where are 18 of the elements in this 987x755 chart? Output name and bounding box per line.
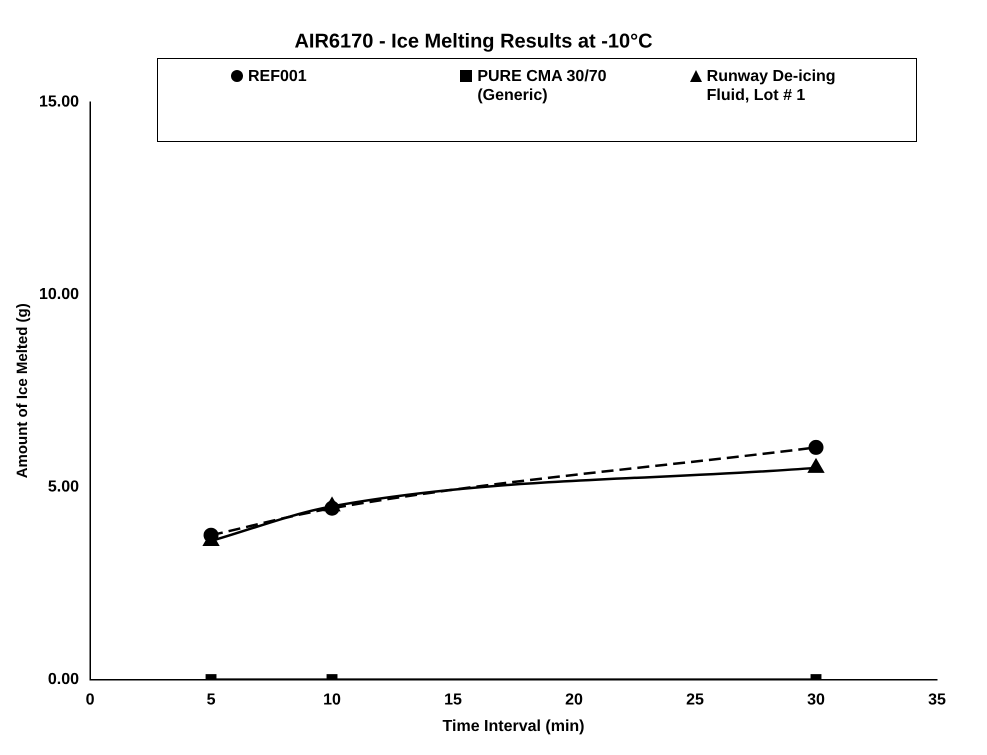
y-tick-label: 15.00 <box>38 93 80 110</box>
x-tick-label: 25 <box>686 692 704 709</box>
legend-label: PURE CMA 30/70 (Generic) <box>477 67 608 105</box>
x-tick-label: 35 <box>928 692 946 709</box>
legend-label: REF001 <box>248 67 308 86</box>
x-axis-title: Time Interval (min) <box>442 718 585 735</box>
x-tick-label: 20 <box>565 692 584 709</box>
x-tick-label: 30 <box>807 692 826 709</box>
x-tick-label: 15 <box>444 692 462 709</box>
y-tick-label: 10.00 <box>38 286 80 303</box>
y-tick-label: 5.00 <box>48 478 80 496</box>
x-tick-label: 0 <box>86 692 95 709</box>
x-tick-label: 5 <box>206 692 216 709</box>
legend-label: Runway De-icing Fluid, Lot # 1 <box>706 67 837 105</box>
x-tick-label: 10 <box>323 692 342 709</box>
y-axis-title: Amount of Ice Melted (g) <box>14 303 32 478</box>
chart-title: AIR6170 - Ice Melting Results at -10°C <box>294 30 653 53</box>
y-tick-label: 0.00 <box>48 671 80 688</box>
